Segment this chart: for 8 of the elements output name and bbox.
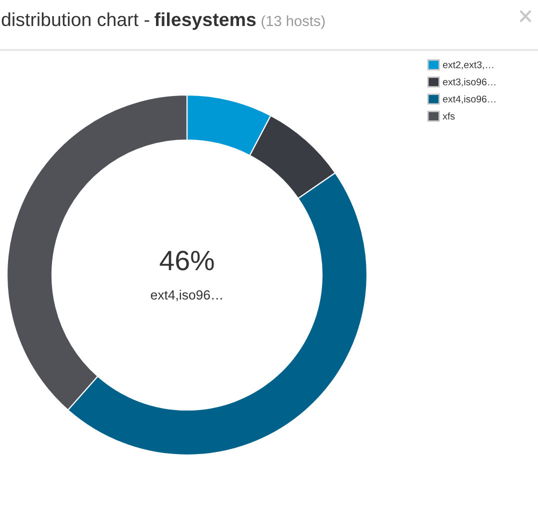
legend-label: ext4,iso96… — [442, 95, 496, 104]
chart-subtitle: (13 hosts) — [262, 15, 325, 30]
chart-title: distribution chart - filesystems — [2, 12, 256, 30]
legend-label: ext3,iso96… — [442, 78, 496, 86]
legend-label: ext2,ext3,… — [442, 61, 494, 70]
slice-label: ext4,iso96… — [150, 290, 222, 302]
legend-label: xfs — [442, 112, 455, 120]
data-label: 46% — [160, 250, 214, 270]
